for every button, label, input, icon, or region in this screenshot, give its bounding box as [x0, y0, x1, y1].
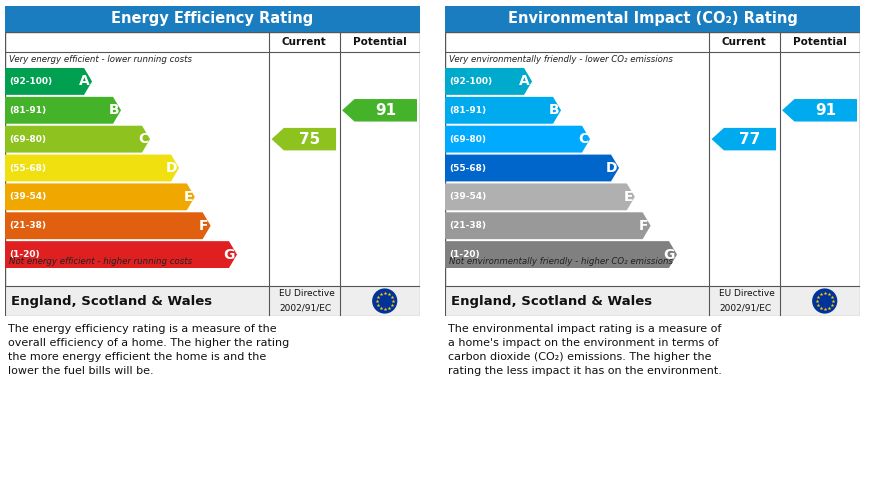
Text: Current: Current — [722, 37, 766, 47]
Text: England, Scotland & Wales: England, Scotland & Wales — [451, 294, 652, 308]
Text: England, Scotland & Wales: England, Scotland & Wales — [11, 294, 212, 308]
Text: (21-38): (21-38) — [449, 221, 486, 230]
Polygon shape — [5, 97, 121, 124]
Bar — [445, 6, 860, 32]
Text: Not environmentally friendly - higher CO₂ emissions: Not environmentally friendly - higher CO… — [449, 257, 673, 266]
Polygon shape — [445, 97, 561, 124]
Text: (81-91): (81-91) — [9, 106, 46, 115]
Text: B: B — [108, 104, 119, 117]
Text: (1-20): (1-20) — [449, 250, 480, 259]
Text: (69-80): (69-80) — [9, 135, 46, 143]
Text: B: B — [548, 104, 559, 117]
Polygon shape — [445, 155, 619, 181]
Text: (92-100): (92-100) — [449, 77, 492, 86]
Text: EU Directive: EU Directive — [279, 289, 334, 298]
Text: Energy Efficiency Rating: Energy Efficiency Rating — [112, 11, 313, 27]
Text: (92-100): (92-100) — [9, 77, 52, 86]
Circle shape — [812, 288, 838, 314]
Text: A: A — [519, 74, 530, 88]
Text: G: G — [224, 247, 235, 262]
Text: 2002/91/EC: 2002/91/EC — [719, 303, 771, 312]
Polygon shape — [5, 126, 150, 152]
Text: (81-91): (81-91) — [449, 106, 486, 115]
Polygon shape — [5, 212, 210, 239]
Text: Very energy efficient - lower running costs: Very energy efficient - lower running co… — [9, 55, 192, 64]
Bar — [445, 286, 860, 316]
Text: Not energy efficient - higher running costs: Not energy efficient - higher running co… — [9, 257, 192, 266]
Bar — [5, 286, 420, 316]
Polygon shape — [445, 68, 532, 95]
Text: Environmental Impact (CO₂) Rating: Environmental Impact (CO₂) Rating — [508, 11, 797, 27]
Text: E: E — [623, 190, 633, 204]
Polygon shape — [5, 241, 237, 268]
Text: The energy efficiency rating is a measure of the
overall efficiency of a home. T: The energy efficiency rating is a measur… — [8, 324, 290, 376]
Text: F: F — [639, 219, 649, 233]
Polygon shape — [445, 241, 677, 268]
Text: D: D — [605, 161, 617, 175]
Text: 75: 75 — [299, 132, 320, 146]
Text: G: G — [664, 247, 675, 262]
Text: 2002/91/EC: 2002/91/EC — [279, 303, 331, 312]
Text: 91: 91 — [375, 103, 396, 118]
Polygon shape — [342, 99, 417, 122]
Polygon shape — [5, 68, 92, 95]
Text: 77: 77 — [739, 132, 760, 146]
Polygon shape — [272, 128, 336, 150]
Text: EU Directive: EU Directive — [719, 289, 774, 298]
Polygon shape — [5, 155, 179, 181]
Text: (39-54): (39-54) — [9, 192, 47, 201]
Text: (1-20): (1-20) — [9, 250, 40, 259]
Text: A: A — [79, 74, 90, 88]
Polygon shape — [445, 212, 650, 239]
Circle shape — [372, 288, 398, 314]
Text: (21-38): (21-38) — [9, 221, 46, 230]
Text: 91: 91 — [815, 103, 836, 118]
Polygon shape — [782, 99, 857, 122]
Text: (39-54): (39-54) — [449, 192, 487, 201]
Polygon shape — [445, 126, 590, 152]
Text: (55-68): (55-68) — [9, 164, 46, 173]
Text: The environmental impact rating is a measure of
a home's impact on the environme: The environmental impact rating is a mea… — [448, 324, 722, 376]
Text: Potential: Potential — [353, 37, 407, 47]
Text: C: C — [138, 132, 148, 146]
Polygon shape — [445, 183, 634, 211]
Text: E: E — [183, 190, 193, 204]
Text: (69-80): (69-80) — [449, 135, 486, 143]
Text: Very environmentally friendly - lower CO₂ emissions: Very environmentally friendly - lower CO… — [449, 55, 673, 64]
Text: F: F — [199, 219, 209, 233]
Polygon shape — [712, 128, 776, 150]
Text: C: C — [578, 132, 588, 146]
Text: (55-68): (55-68) — [449, 164, 486, 173]
Text: Potential: Potential — [793, 37, 847, 47]
Polygon shape — [5, 183, 194, 211]
Bar — [5, 6, 420, 32]
Text: D: D — [165, 161, 177, 175]
Text: Current: Current — [282, 37, 326, 47]
